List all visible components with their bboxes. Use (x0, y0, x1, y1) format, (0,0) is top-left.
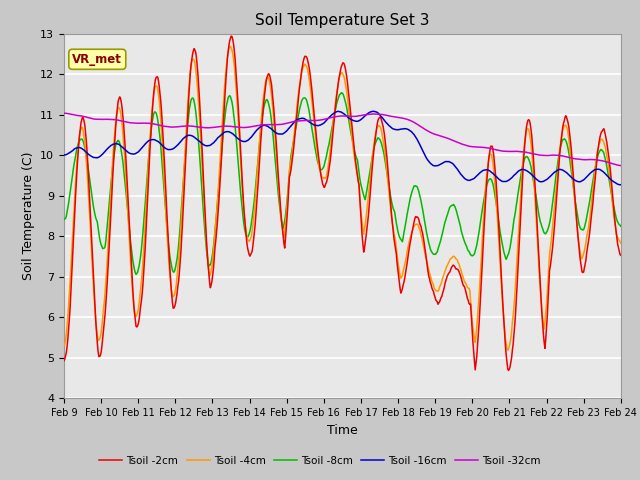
Tsoil -2cm (617, 252, 625, 258)
Line: Tsoil -16cm: Tsoil -16cm (64, 111, 621, 185)
Tsoil -16cm (60, 152, 68, 158)
Tsoil -8cm (214, 193, 222, 199)
Tsoil -2cm (184, 110, 192, 116)
Tsoil -4cm (428, 275, 435, 281)
Legend: Tsoil -2cm, Tsoil -4cm, Tsoil -8cm, Tsoil -16cm, Tsoil -32cm: Tsoil -2cm, Tsoil -4cm, Tsoil -8cm, Tsoi… (95, 452, 545, 470)
Y-axis label: Soil Temperature (C): Soil Temperature (C) (22, 152, 35, 280)
Tsoil -16cm (214, 135, 221, 141)
Title: Soil Temperature Set 3: Soil Temperature Set 3 (255, 13, 429, 28)
Tsoil -2cm (60, 358, 68, 363)
Tsoil -8cm (132, 272, 140, 277)
Line: Tsoil -8cm: Tsoil -8cm (64, 93, 621, 275)
Tsoil -32cm (411, 120, 419, 126)
Line: Tsoil -4cm: Tsoil -4cm (64, 47, 621, 350)
Tsoil -4cm (127, 272, 135, 278)
Tsoil -8cm (60, 216, 68, 222)
Line: Tsoil -2cm: Tsoil -2cm (64, 36, 621, 371)
Tsoil -2cm (428, 282, 435, 288)
Tsoil -4cm (60, 343, 68, 348)
Tsoil -4cm (184, 98, 192, 104)
Tsoil -32cm (128, 120, 136, 126)
Tsoil -16cm (127, 151, 135, 156)
Tsoil -2cm (127, 261, 135, 266)
Tsoil -8cm (412, 183, 419, 189)
Tsoil -2cm (70, 223, 78, 229)
Tsoil -32cm (61, 110, 68, 116)
Tsoil -8cm (617, 223, 625, 229)
Tsoil -2cm (214, 220, 221, 226)
Tsoil -8cm (70, 161, 78, 167)
Tsoil -4cm (617, 240, 625, 246)
Tsoil -16cm (617, 182, 625, 188)
X-axis label: Time: Time (327, 424, 358, 437)
Tsoil -32cm (617, 163, 625, 168)
Tsoil -8cm (428, 249, 436, 255)
Tsoil -8cm (185, 112, 193, 118)
Tsoil -16cm (411, 133, 419, 139)
Line: Tsoil -32cm: Tsoil -32cm (64, 113, 621, 166)
Tsoil -16cm (70, 146, 78, 152)
Tsoil -2cm (411, 216, 419, 221)
Tsoil -4cm (214, 200, 221, 206)
Tsoil -8cm (127, 246, 135, 252)
Tsoil -32cm (60, 110, 68, 116)
Tsoil -32cm (185, 123, 193, 129)
Tsoil -32cm (428, 130, 435, 135)
Tsoil -4cm (411, 222, 419, 228)
Tsoil -8cm (338, 90, 346, 96)
Tsoil -32cm (214, 124, 222, 130)
Tsoil -16cm (370, 108, 378, 114)
Tsoil -4cm (70, 205, 78, 211)
Text: VR_met: VR_met (72, 53, 122, 66)
Tsoil -2cm (505, 368, 513, 373)
Tsoil -16cm (616, 182, 624, 188)
Tsoil -16cm (184, 132, 192, 138)
Tsoil -4cm (504, 348, 511, 353)
Tsoil -16cm (428, 161, 435, 167)
Tsoil -2cm (227, 33, 235, 39)
Tsoil -32cm (71, 112, 79, 118)
Tsoil -4cm (227, 44, 234, 49)
